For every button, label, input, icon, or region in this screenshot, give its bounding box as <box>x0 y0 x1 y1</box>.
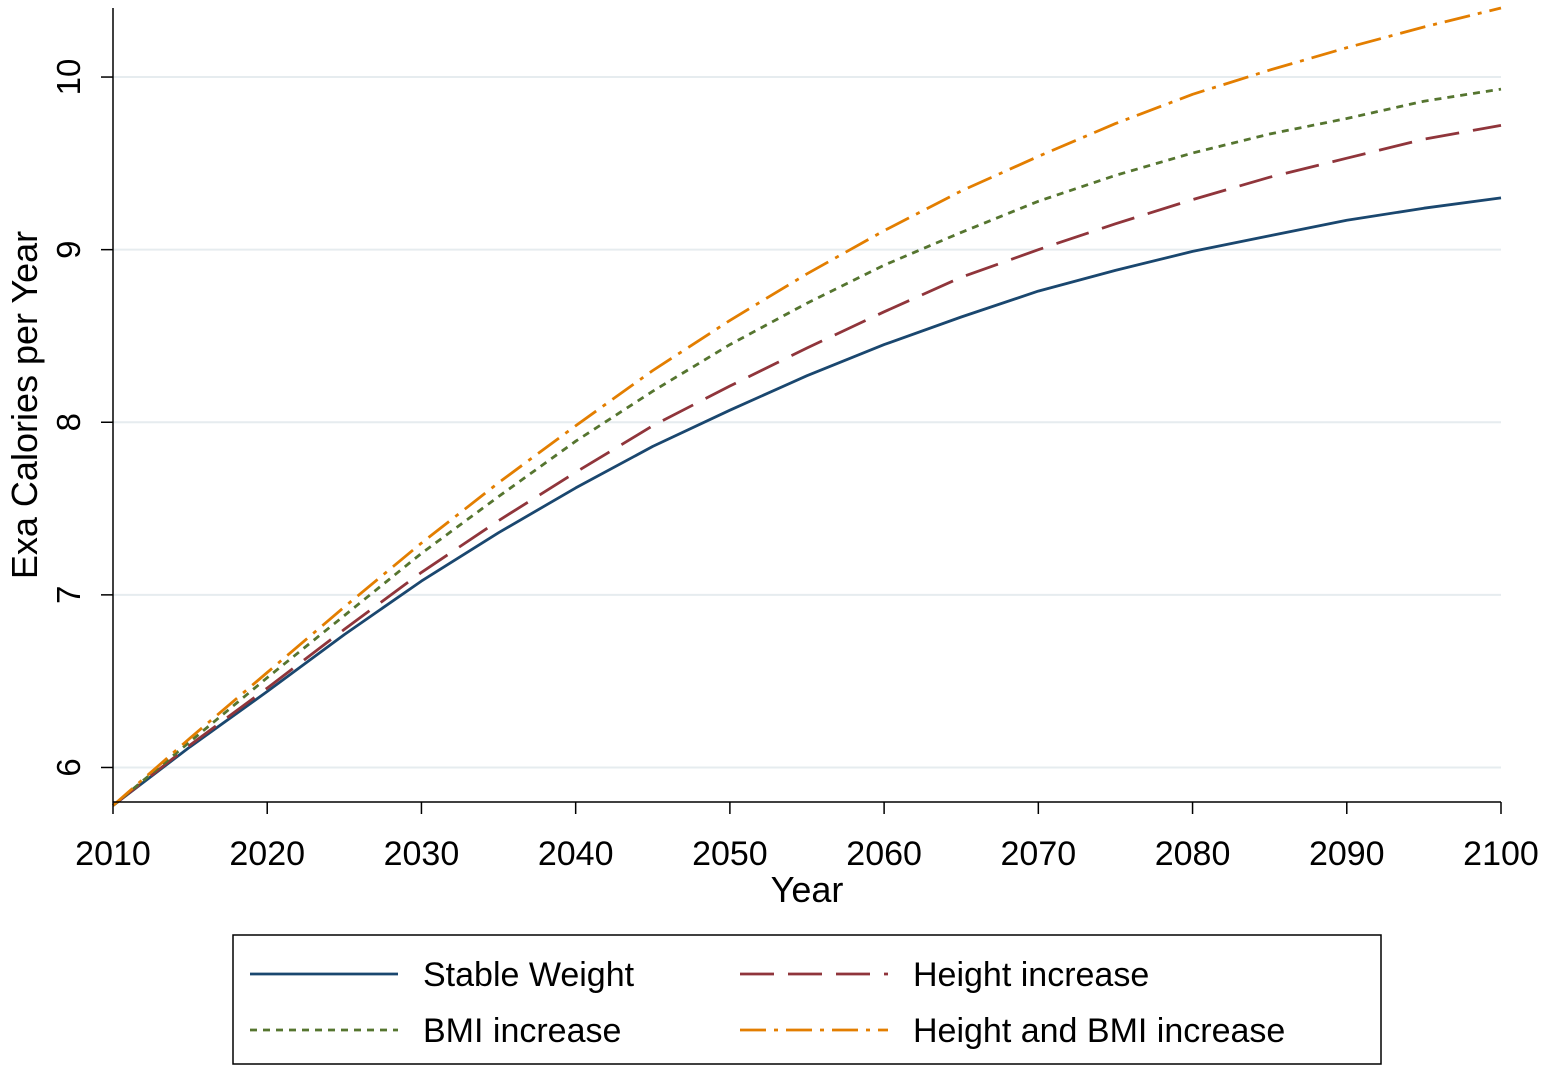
x-ticks: 2010 2020 2030 2040 2050 2060 2070 2080 2090 2100 <box>75 802 1539 873</box>
y-ticks: 6 7 8 9 10 <box>50 59 113 777</box>
gridlines <box>113 76 1501 769</box>
legend-box <box>232 934 1382 1065</box>
x-tick-label: 2020 <box>229 835 305 873</box>
x-tick-label: 2030 <box>384 835 460 873</box>
x-tick-label: 2010 <box>75 835 151 873</box>
series-line-3 <box>112 87 1502 807</box>
series-line-2 <box>112 124 1502 807</box>
legend-label: Height and BMI increase <box>913 1012 1285 1050</box>
y-axis-label: Exa Calories per Year <box>4 231 45 579</box>
x-tick-label: 2040 <box>538 835 614 873</box>
legend-label: BMI increase <box>423 1012 621 1050</box>
legend-label: Stable Weight <box>423 956 635 994</box>
y-tick-label: 8 <box>50 413 87 431</box>
series-line-1 <box>112 196 1502 807</box>
y-tick-label: 10 <box>50 59 87 96</box>
x-tick-label: 2080 <box>1155 835 1231 873</box>
y-tick-label: 9 <box>50 240 87 258</box>
legend: Stable Weight Height increase BMI increase… <box>232 934 1382 1065</box>
y-tick-label: 7 <box>50 586 87 604</box>
series-line-4 <box>112 6 1502 807</box>
legend-label: Height increase <box>913 956 1149 994</box>
x-tick-label: 2100 <box>1463 835 1539 873</box>
x-tick-label: 2070 <box>1001 835 1077 873</box>
series-lines <box>112 6 1502 807</box>
x-tick-label: 2090 <box>1309 835 1385 873</box>
x-axis-label: Year <box>771 869 844 910</box>
x-tick-label: 2050 <box>692 835 768 873</box>
axes <box>112 8 1501 803</box>
x-tick-label: 2060 <box>846 835 922 873</box>
y-tick-label: 6 <box>50 758 87 776</box>
